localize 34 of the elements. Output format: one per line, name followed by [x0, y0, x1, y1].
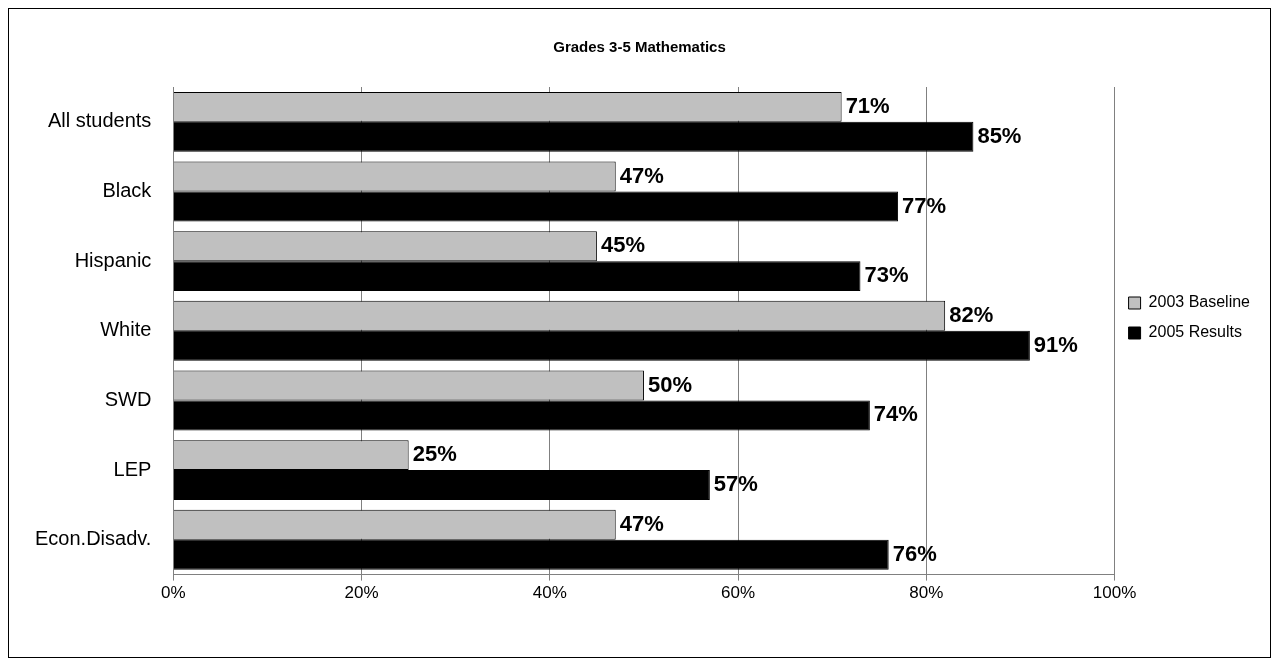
bar — [173, 470, 710, 501]
data-label: 47% — [619, 510, 664, 536]
data-label: 85% — [977, 122, 1022, 148]
data-label: 74% — [873, 401, 918, 427]
x-tick-label: 80% — [909, 583, 944, 603]
data-label: 25% — [412, 441, 457, 467]
y-tick-label: Econ.Disadv. — [34, 527, 152, 550]
x-tick-label: 0% — [161, 583, 186, 603]
data-label: 82% — [949, 301, 994, 327]
chart-title: Grades 3-5 Mathematics — [553, 38, 726, 56]
data-label: 47% — [619, 162, 664, 188]
data-label: 76% — [892, 540, 937, 566]
data-label: 57% — [713, 471, 758, 497]
y-tick-label: White — [100, 318, 152, 341]
data-label: 50% — [647, 371, 693, 397]
y-tick-label: Black — [102, 179, 153, 201]
data-label: 45% — [600, 232, 645, 258]
y-tick-label: All students — [47, 109, 152, 132]
data-label: 77% — [902, 192, 947, 218]
x-tick-label: 40% — [532, 583, 567, 603]
bar — [173, 121, 974, 152]
x-tick-label: 20% — [344, 583, 379, 603]
data-label: 91% — [1033, 331, 1078, 357]
bar — [173, 261, 861, 292]
y-tick-label: Hispanic — [74, 248, 152, 271]
legend-label: 2005 Results — [1148, 323, 1242, 341]
y-tick-label: SWD — [104, 387, 152, 410]
x-tick-label: 100% — [1092, 583, 1137, 603]
bar — [173, 539, 889, 570]
data-label: 73% — [864, 262, 909, 288]
legend-label: 2003 Baseline — [1148, 293, 1251, 311]
x-tick-label: 60% — [721, 583, 756, 603]
data-label: 71% — [845, 92, 890, 118]
y-tick-label: LEP — [113, 457, 152, 480]
